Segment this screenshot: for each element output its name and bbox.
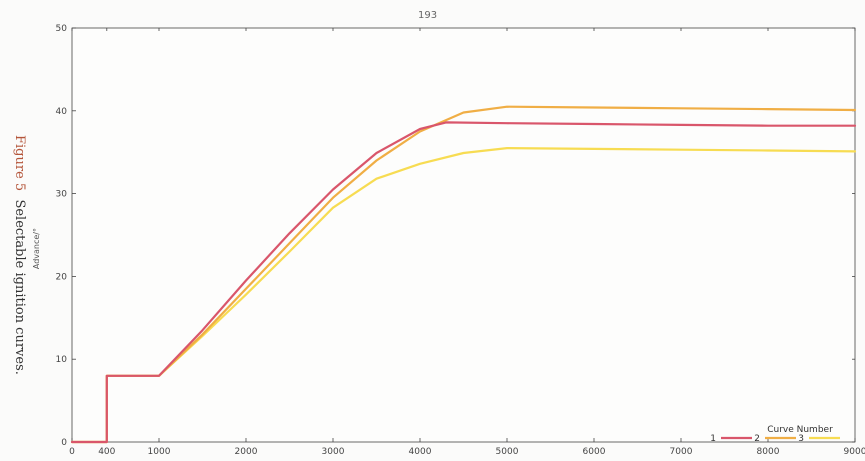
x-tick-label: 6000 xyxy=(583,447,606,457)
y-tick-label: 10 xyxy=(56,355,68,365)
x-tick-label: 0 xyxy=(69,447,75,457)
x-tick-label: 5000 xyxy=(496,447,519,457)
x-tick-label: 2000 xyxy=(235,447,258,457)
x-tick-label: 4000 xyxy=(409,447,432,457)
x-tick-label: 7000 xyxy=(670,447,693,457)
y-tick-label: 40 xyxy=(56,107,68,117)
legend-title: Curve Number xyxy=(767,425,833,435)
figure-caption: Figure 5 Selectable ignition curves. xyxy=(5,135,27,375)
x-tick-label: 400 xyxy=(98,447,115,457)
figure-label: Figure 5 xyxy=(12,135,27,192)
legend-label-2: 2 xyxy=(754,434,760,444)
y-axis-ticks: 0 10 20 30 40 50 xyxy=(56,24,855,448)
legend-label-3: 3 xyxy=(798,434,804,444)
legend: Curve Number 1 2 3 xyxy=(710,425,840,444)
y-tick-label: 20 xyxy=(56,272,68,282)
y-tick-label: 0 xyxy=(61,438,67,448)
x-axis-ticks: 0 400 1000 2000 3000 4000 5000 6000 7000 8000 9000 xyxy=(69,28,865,457)
figure-caption-text: Selectable ignition curves. xyxy=(12,199,27,375)
x-tick-label: 3000 xyxy=(322,447,345,457)
legend-items: 1 2 3 xyxy=(710,434,840,444)
plot-frame xyxy=(71,27,856,443)
x-tick-label: 8000 xyxy=(757,447,780,457)
legend-label-1: 1 xyxy=(710,434,716,444)
x-tick-label: 1000 xyxy=(148,447,171,457)
series-line-1 xyxy=(70,121,857,444)
page-number: 193 xyxy=(418,10,438,21)
y-tick-label: 50 xyxy=(56,24,68,34)
y-tick-label: 30 xyxy=(56,190,68,200)
x-tick-label: 9000 xyxy=(844,447,865,457)
series-lines xyxy=(70,105,857,444)
